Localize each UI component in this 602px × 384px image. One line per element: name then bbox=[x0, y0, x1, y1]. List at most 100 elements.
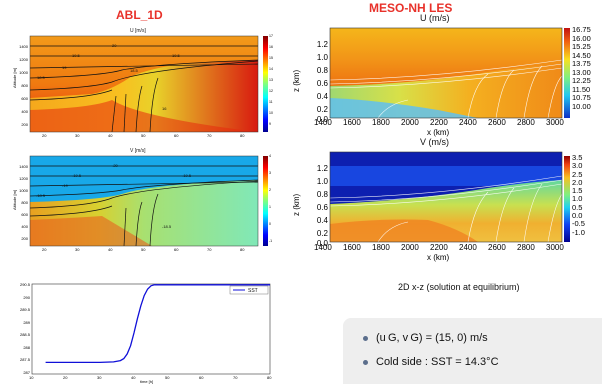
right-header: MESO-NH LES bbox=[369, 1, 453, 15]
les-v-svg bbox=[329, 151, 570, 243]
ytick: 0.2 bbox=[316, 229, 328, 238]
sst-series-line bbox=[45, 284, 270, 364]
ytick: 0.4 bbox=[316, 92, 328, 101]
abl-u-contour-label: 18.5 bbox=[130, 68, 139, 73]
les-u-title: U (m/s) bbox=[420, 13, 450, 23]
les-v-title: V (m/s) bbox=[420, 137, 449, 147]
cbtick: 3 bbox=[269, 171, 271, 175]
cbtick: 12 bbox=[269, 89, 273, 93]
cbtick: 10 bbox=[269, 111, 273, 115]
xtick: 70 bbox=[233, 375, 238, 380]
xtick: 80 bbox=[240, 247, 245, 252]
bullet-text: Cold side : SST = 14.3°C bbox=[376, 356, 499, 368]
ytick: 600 bbox=[21, 96, 28, 101]
abl-u-colorbar bbox=[263, 36, 268, 132]
xtick: 2200 bbox=[430, 243, 448, 252]
bullet-text: (u G, v G) = (15, 0) m/s bbox=[376, 332, 488, 344]
sst-plot-area bbox=[31, 283, 271, 375]
ytick: 400 bbox=[21, 109, 28, 114]
abl-v-yticks: 1400 1200 1000 800 600 400 200 bbox=[16, 164, 28, 250]
abl-v-contour-label: -18.5 bbox=[36, 193, 46, 198]
les-u-cbticks: 16.75 16.00 15.25 14.50 13.75 13.00 12.2… bbox=[572, 25, 602, 122]
abl-u-contour-label: 19.5 bbox=[72, 53, 81, 58]
ytick: 1200 bbox=[19, 57, 28, 62]
ytick: 800 bbox=[21, 83, 28, 88]
cbtick: 4 bbox=[269, 154, 271, 158]
abl-v-contour-label: -19.5 bbox=[72, 173, 82, 178]
cbtick: -0.5 bbox=[572, 219, 585, 229]
abl-v-colorbar bbox=[263, 156, 268, 246]
ytick: 0.2 bbox=[316, 105, 328, 114]
cbtick: 2 bbox=[269, 188, 271, 192]
xtick: 2000 bbox=[401, 243, 419, 252]
ytick: 200 bbox=[21, 122, 28, 127]
cbtick: 13 bbox=[269, 78, 273, 82]
ytick: 600 bbox=[21, 212, 28, 217]
xtick: 40 bbox=[108, 247, 113, 252]
les-u-svg bbox=[329, 27, 570, 119]
cbtick: 16.75 bbox=[572, 25, 591, 34]
cbtick: 14.50 bbox=[572, 50, 591, 60]
cbtick: 1 bbox=[269, 205, 271, 209]
abl-v-contour-label: -20 bbox=[112, 163, 119, 168]
cbtick: 15 bbox=[269, 56, 273, 60]
abl-v-contour-label: -19 bbox=[62, 183, 69, 188]
les-v-cbticks: 3.5 3.0 2.5 2.0 1.5 1.0 0.5 0.0 -0.5 -1.… bbox=[572, 153, 602, 244]
xtick: 60 bbox=[174, 247, 179, 252]
bullet-dot bbox=[363, 335, 368, 341]
xtick: 50 bbox=[165, 375, 170, 380]
cbtick: 13.00 bbox=[572, 67, 591, 77]
xtick: 3000 bbox=[546, 243, 564, 252]
cbtick: 2.0 bbox=[572, 177, 583, 187]
cbtick: -1 bbox=[269, 239, 273, 243]
cbtick: 10.75 bbox=[572, 93, 591, 102]
bullet-item: (u G, v G) = (15, 0) m/s bbox=[363, 332, 488, 344]
ytick: 800 bbox=[21, 200, 28, 205]
xtick: 2800 bbox=[517, 243, 535, 252]
xtick: 40 bbox=[108, 133, 113, 138]
ytick: 288 bbox=[23, 344, 30, 350]
sst-yticks: 290.5 290 289.5 289 288.5 288 287.5 287 bbox=[12, 282, 30, 378]
ytick: 0.4 bbox=[316, 216, 328, 225]
cbtick: 1.0 bbox=[572, 194, 583, 204]
abl-v-title: V [m/s] bbox=[130, 148, 146, 154]
sst-xlabel: time [h] bbox=[140, 379, 154, 384]
les-u-xticks: 1400 1600 1800 2000 2200 2400 2600 2800 … bbox=[314, 118, 570, 128]
abl-v-svg: -20 -19.5 -19.5 -19 -18.5 -18.5 bbox=[29, 155, 268, 247]
xtick: 30 bbox=[75, 247, 80, 252]
xtick: 10 bbox=[29, 375, 34, 380]
cbtick: 1.5 bbox=[572, 186, 583, 196]
xtick: 30 bbox=[75, 133, 80, 138]
xtick: 80 bbox=[240, 133, 245, 138]
abl-u-cbticks: 17 16 15 14 13 12 11 10 9 bbox=[269, 34, 277, 134]
cbtick: -1.0 bbox=[572, 227, 585, 237]
abl-u-contour-label: 19 bbox=[62, 65, 67, 70]
abl-u-panel: U [m/s] bbox=[12, 28, 273, 144]
sst-legend-label: SST bbox=[248, 288, 258, 294]
ytick: 287.5 bbox=[19, 357, 30, 362]
xtick: 30 bbox=[97, 375, 102, 380]
abl-v-panel: V [m/s] -20 -19.5 -19.5 bbox=[12, 148, 272, 258]
cbtick: 0 bbox=[269, 222, 271, 226]
les-u-yticks: 1.2 1.0 0.8 0.6 0.4 0.2 0.0 bbox=[300, 28, 328, 124]
cbtick: 0.0 bbox=[572, 211, 583, 221]
ytick: 1000 bbox=[19, 188, 28, 193]
xtick: 1800 bbox=[372, 118, 390, 127]
xtick: 2400 bbox=[459, 243, 477, 252]
left-header: ABL_1D bbox=[116, 8, 163, 22]
les-v-colorbar bbox=[564, 156, 570, 242]
xtick: 50 bbox=[141, 247, 146, 252]
abl-u-contour-label: 16 bbox=[162, 106, 167, 111]
ytick: 289.5 bbox=[19, 307, 30, 312]
sst-svg: SST bbox=[31, 283, 271, 375]
bullet-box: (u G, v G) = (15, 0) m/s Cold side : SST… bbox=[343, 318, 602, 384]
xtick: 2600 bbox=[488, 118, 506, 127]
abl-v-xticks: 20 30 40 50 60 70 80 bbox=[30, 247, 258, 253]
cbtick: 16.00 bbox=[572, 33, 591, 43]
cbtick: 15.25 bbox=[572, 42, 591, 51]
abl-u-contour-label: 19.5 bbox=[172, 53, 181, 58]
ytick: 1.2 bbox=[316, 164, 328, 173]
cbtick: 3.5 bbox=[572, 153, 583, 162]
xtick: 20 bbox=[42, 247, 47, 252]
xtick: 1400 bbox=[314, 243, 332, 252]
